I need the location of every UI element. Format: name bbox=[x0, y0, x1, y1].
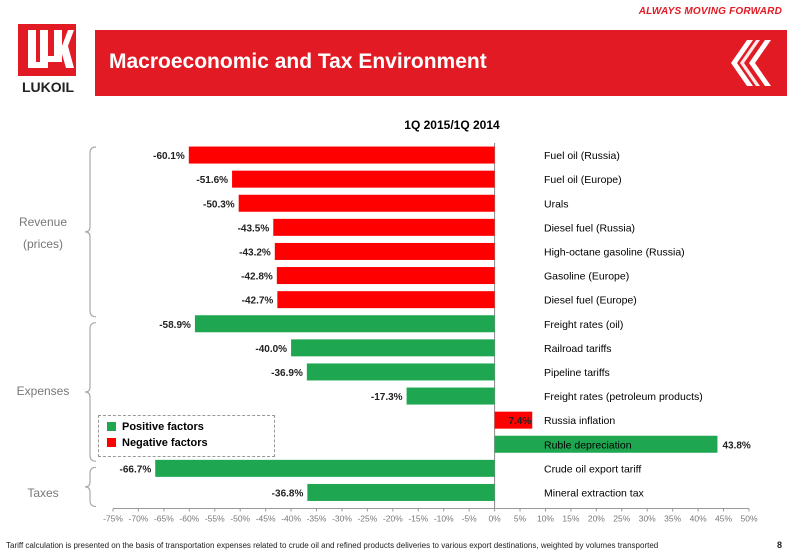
category-label: Diesel fuel (Russia) bbox=[544, 222, 635, 234]
x-tick-label: -10% bbox=[434, 514, 454, 524]
bar bbox=[155, 459, 495, 477]
category-label: Fuel oil (Russia) bbox=[544, 150, 620, 162]
legend-swatch-negative bbox=[107, 438, 116, 447]
x-tick-label: -20% bbox=[383, 514, 403, 524]
x-tick-label: 15% bbox=[562, 514, 579, 524]
x-tick-label: -50% bbox=[230, 514, 250, 524]
category-label: Freight rates (petroleum products) bbox=[544, 391, 703, 403]
value-label: 43.8% bbox=[722, 440, 750, 451]
x-tick-label: 40% bbox=[690, 514, 707, 524]
x-tick-label: 45% bbox=[715, 514, 732, 524]
x-tick-label: -15% bbox=[408, 514, 428, 524]
brace-expenses bbox=[84, 322, 97, 462]
value-label: -66.7% bbox=[120, 464, 152, 475]
x-tick-label: -70% bbox=[129, 514, 149, 524]
group-label-taxes: Taxes bbox=[8, 482, 78, 504]
value-label: -36.9% bbox=[271, 368, 303, 379]
bar bbox=[291, 339, 495, 357]
category-label: Diesel fuel (Europe) bbox=[544, 295, 637, 307]
x-tick-label: 35% bbox=[664, 514, 681, 524]
logo-text: LUKOIL bbox=[21, 79, 75, 95]
x-tick-label: 30% bbox=[639, 514, 656, 524]
bar bbox=[494, 411, 533, 429]
x-tick-label: -5% bbox=[462, 514, 478, 524]
value-label: -50.3% bbox=[203, 199, 235, 210]
legend-item-positive: Positive factors bbox=[107, 421, 204, 433]
legend-label-positive: Positive factors bbox=[122, 421, 204, 433]
value-label: -36.8% bbox=[272, 488, 304, 499]
x-tick-label: -45% bbox=[256, 514, 276, 524]
category-label: Ruble depreciation bbox=[544, 439, 632, 451]
group-label-taxes-line-1: Taxes bbox=[27, 486, 59, 500]
value-label: -43.2% bbox=[239, 247, 271, 258]
value-label: -58.9% bbox=[159, 320, 191, 331]
x-tick-label: -55% bbox=[205, 514, 225, 524]
page-number: 8 bbox=[776, 540, 782, 550]
x-tick-label: -75% bbox=[103, 514, 123, 524]
chart-title: 1Q 2015/1Q 2014 bbox=[404, 118, 500, 132]
value-label: -42.7% bbox=[242, 296, 274, 307]
page-title: Macroeconomic and Tax Environment bbox=[109, 50, 487, 73]
bar bbox=[273, 218, 495, 236]
category-label: Russia inflation bbox=[544, 415, 615, 427]
brace-taxes bbox=[84, 466, 97, 508]
bar bbox=[277, 291, 495, 309]
value-label: -51.6% bbox=[196, 175, 228, 186]
group-label-revenue: Revenue (prices) bbox=[8, 211, 78, 255]
legend-swatch-positive bbox=[107, 422, 116, 431]
legend-label-negative: Negative factors bbox=[122, 437, 208, 449]
bar bbox=[194, 315, 495, 333]
title-bar: Macroeconomic and Tax Environment bbox=[95, 30, 787, 96]
category-label: Freight rates (oil) bbox=[544, 319, 623, 331]
x-tick-label: -25% bbox=[357, 514, 377, 524]
value-label: -40.0% bbox=[255, 344, 287, 355]
bar bbox=[238, 194, 495, 212]
legend-item-negative: Negative factors bbox=[107, 437, 208, 449]
x-tick-label: -30% bbox=[332, 514, 352, 524]
value-label: 7.4% bbox=[508, 416, 531, 427]
lukoil-logo-mark bbox=[18, 24, 76, 76]
x-tick-label: -40% bbox=[281, 514, 301, 524]
x-tick-label: 50% bbox=[740, 514, 757, 524]
category-label: Urals bbox=[544, 198, 569, 210]
value-label: -43.5% bbox=[238, 223, 270, 234]
x-tick-label: 10% bbox=[537, 514, 554, 524]
bar bbox=[276, 267, 495, 285]
category-label: Gasoline (Europe) bbox=[544, 271, 629, 283]
x-tick-label: -65% bbox=[154, 514, 174, 524]
bar bbox=[406, 387, 495, 405]
x-tick-label: -35% bbox=[307, 514, 327, 524]
double-chevron-icon bbox=[731, 40, 771, 86]
bar bbox=[274, 242, 495, 260]
bar bbox=[306, 363, 495, 381]
bar bbox=[307, 483, 495, 501]
bar bbox=[494, 435, 718, 453]
group-label-expenses-line-1: Expenses bbox=[16, 384, 70, 398]
bar bbox=[232, 170, 495, 188]
category-label: Pipeline tariffs bbox=[544, 367, 610, 379]
brace-revenue bbox=[84, 146, 97, 318]
slogan: ALWAYS MOVING FORWARD bbox=[638, 6, 782, 17]
category-label: Fuel oil (Europe) bbox=[544, 174, 622, 186]
footnote: Tariff calculation is presented on the b… bbox=[6, 541, 659, 550]
x-tick-label: 0% bbox=[488, 514, 501, 524]
group-label-expenses: Expenses bbox=[8, 380, 78, 402]
x-tick-label: -60% bbox=[179, 514, 199, 524]
group-label-revenue-line-2: (prices) bbox=[22, 237, 63, 251]
x-tick-label: 20% bbox=[588, 514, 605, 524]
category-label: Crude oil export tariff bbox=[544, 463, 641, 475]
category-label: High-octane gasoline (Russia) bbox=[544, 246, 685, 258]
category-label: Mineral extraction tax bbox=[544, 487, 645, 499]
value-label: -42.8% bbox=[241, 272, 273, 283]
legend: Positive factors Negative factors bbox=[98, 415, 275, 457]
lukoil-logo: LUKOIL bbox=[14, 24, 84, 100]
x-tick-label: 5% bbox=[514, 514, 527, 524]
x-tick-label: 25% bbox=[613, 514, 630, 524]
value-label: -17.3% bbox=[371, 392, 403, 403]
value-label: -60.1% bbox=[153, 151, 185, 162]
category-label: Railroad tariffs bbox=[544, 343, 612, 355]
group-label-revenue-line-1: Revenue bbox=[18, 215, 68, 229]
bar bbox=[188, 146, 495, 164]
